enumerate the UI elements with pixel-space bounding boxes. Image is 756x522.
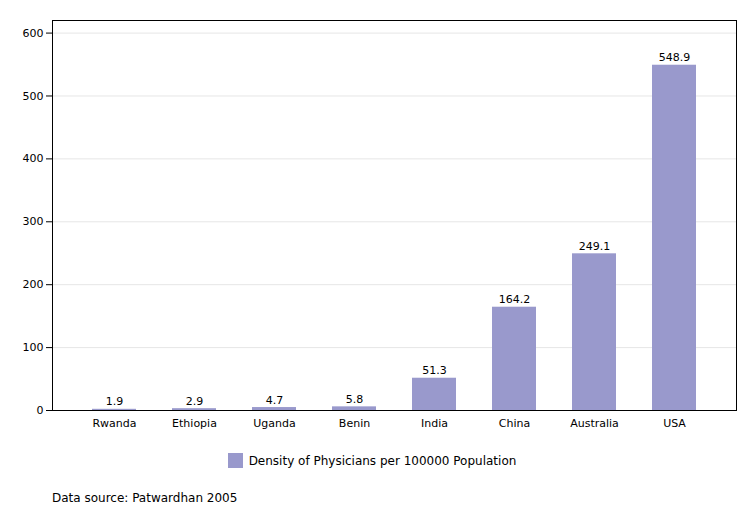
- svg-text:164.2: 164.2: [499, 293, 531, 306]
- svg-text:China: China: [499, 417, 530, 430]
- svg-text:300: 300: [23, 215, 44, 228]
- svg-text:USA: USA: [663, 417, 686, 430]
- svg-text:India: India: [421, 417, 448, 430]
- svg-text:Ethiopia: Ethiopia: [172, 417, 217, 430]
- svg-text:5.8: 5.8: [346, 393, 364, 406]
- svg-text:Benin: Benin: [339, 417, 370, 430]
- svg-text:0: 0: [37, 404, 44, 417]
- svg-text:51.3: 51.3: [422, 364, 447, 377]
- svg-text:400: 400: [23, 152, 44, 165]
- svg-text:4.7: 4.7: [266, 394, 284, 407]
- svg-text:2.9: 2.9: [186, 395, 204, 408]
- svg-text:548.9: 548.9: [659, 51, 691, 64]
- svg-text:600: 600: [23, 27, 44, 40]
- html-text:Density of Physicians per 1000: Density of Physicians per 100000 Populat…: [248, 453, 517, 468]
- svg-text:1.9: 1.9: [106, 395, 124, 408]
- svg-text:Australia: Australia: [570, 417, 619, 430]
- svg-text:500: 500: [23, 90, 44, 103]
- svg-text:Uganda: Uganda: [253, 417, 295, 430]
- svg-text:249.1: 249.1: [579, 240, 611, 253]
- svg-text:Rwanda: Rwanda: [92, 417, 136, 430]
- svg-text:100: 100: [23, 341, 44, 354]
- html-text:Data source: Patwardhan 2005: Data source: Patwardhan 2005: [52, 491, 238, 505]
- svg-text:200: 200: [23, 278, 44, 291]
